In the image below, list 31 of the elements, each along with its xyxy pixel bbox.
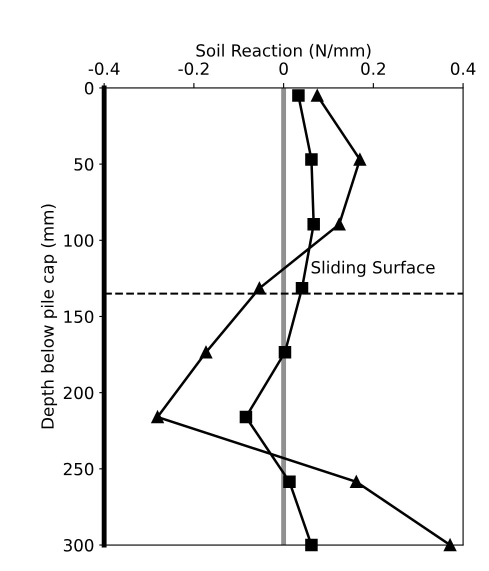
y-tick-label: 200 xyxy=(64,386,94,400)
point xyxy=(311,89,324,102)
point xyxy=(278,346,292,359)
y-tick-label: 300 xyxy=(64,538,94,552)
point xyxy=(253,282,266,295)
y-tick-label: 100 xyxy=(64,234,94,247)
point xyxy=(305,538,318,552)
point xyxy=(350,476,363,488)
y-tick-label: 50 xyxy=(74,158,94,171)
point xyxy=(444,538,456,552)
point xyxy=(333,218,346,231)
x-axis-title: Soil Reaction (N/mm) xyxy=(196,44,370,59)
x-tick-label: -0.2 xyxy=(178,62,208,75)
y-tick-label: 150 xyxy=(64,310,94,324)
point xyxy=(354,153,366,166)
point xyxy=(283,476,296,488)
x-tick-label: -0.4 xyxy=(88,62,120,75)
x-tick-label: 0.2 xyxy=(361,62,385,75)
y-tick-label: 0 xyxy=(84,82,94,95)
point xyxy=(200,346,212,359)
point xyxy=(240,410,252,424)
y-tick-label: 250 xyxy=(64,462,94,476)
x-tick-label: 0.4 xyxy=(450,62,476,75)
x-tick-label: 0 xyxy=(279,62,288,75)
point xyxy=(292,89,305,102)
ref-line-label: Sliding Surface xyxy=(312,260,435,277)
point xyxy=(296,282,308,295)
point xyxy=(151,410,164,424)
point xyxy=(307,218,320,231)
point xyxy=(305,153,318,166)
y-axis-title: Depth below pile cap (mm) xyxy=(40,204,58,428)
